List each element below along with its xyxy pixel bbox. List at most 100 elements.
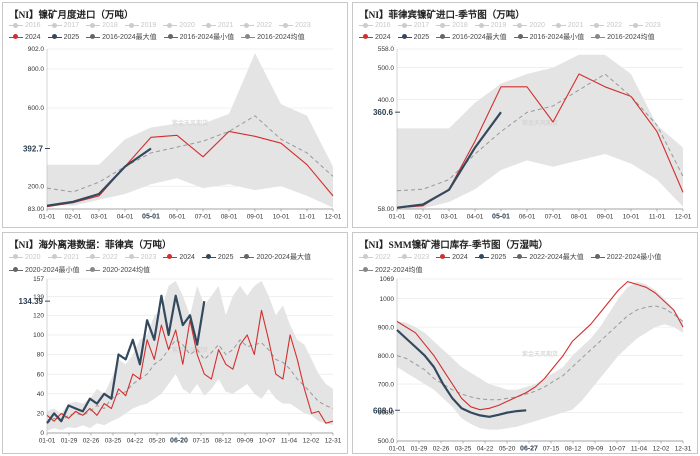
legend-item[interactable]: 2025 bbox=[397, 34, 429, 41]
legend-item[interactable]: 2020-2024均值 bbox=[86, 265, 150, 275]
legend-item[interactable]: 2016-2024最小值 bbox=[163, 32, 234, 42]
y-tick-label: 80 bbox=[37, 352, 45, 359]
series-line-2024 bbox=[46, 309, 334, 424]
legend-item[interactable]: 2020 bbox=[513, 22, 545, 29]
legend-item[interactable]: 2017 bbox=[47, 22, 79, 29]
y-tick-label: 40 bbox=[37, 391, 45, 398]
legend-item[interactable]: 2018 bbox=[436, 22, 468, 29]
legend-item[interactable]: 2024 bbox=[436, 254, 468, 261]
x-tick-label: 11-01 bbox=[649, 214, 666, 221]
legend-item[interactable]: 2020-2024最小值 bbox=[9, 265, 79, 275]
legend-label: 2020 bbox=[25, 253, 41, 261]
legend-item[interactable]: 2016 bbox=[359, 22, 391, 29]
legend-item[interactable]: 2023 bbox=[629, 22, 661, 29]
x-tick-label: 02-26 bbox=[83, 438, 100, 445]
legend-swatch-icon bbox=[513, 254, 528, 261]
series-line-2024 bbox=[396, 281, 684, 411]
legend-item[interactable]: 2019 bbox=[474, 22, 507, 29]
legend-item[interactable]: 2020 bbox=[163, 22, 195, 29]
chart-title: 【NI】菲律宾镍矿进口-季节图（万吨） bbox=[359, 11, 525, 21]
legend-item[interactable]: 2024 bbox=[359, 34, 391, 41]
x-tick-label: 03-01 bbox=[441, 214, 458, 221]
legend-item[interactable]: 2021 bbox=[551, 22, 583, 29]
x-tick-label: 10-07 bbox=[609, 446, 626, 453]
legend-item[interactable]: 2018 bbox=[86, 22, 118, 29]
x-tick-label: 12-31 bbox=[675, 446, 692, 453]
legend-item[interactable]: 2023 bbox=[397, 254, 429, 261]
legend-item[interactable]: 2024 bbox=[163, 254, 195, 261]
legend-label: 2016-2024最小值 bbox=[529, 34, 585, 41]
watermark-text: 紫金天风期货 bbox=[172, 346, 208, 354]
legend-item[interactable]: 2022 bbox=[86, 254, 118, 261]
legend-item[interactable]: 2022-2024均值 bbox=[359, 265, 422, 275]
watermark-text: 紫金天风期货 bbox=[522, 119, 558, 127]
legend-swatch-icon bbox=[436, 34, 451, 41]
legend-label: 2025 bbox=[63, 33, 80, 41]
legend-item[interactable]: 2025 bbox=[201, 254, 233, 261]
chart-panel-philippines-departures: 【NI】海外离港数据：菲律宾（万吨） 2020 2021 2022 2023 2024 2… bbox=[2, 232, 348, 454]
legend-swatch-icon bbox=[397, 254, 412, 261]
y-tick-label: 60 bbox=[37, 371, 45, 378]
legend-swatch-icon bbox=[474, 22, 489, 29]
legend-item[interactable]: 2021 bbox=[201, 22, 233, 29]
x-tick-label: 07-01 bbox=[545, 214, 562, 221]
legend-swatch-icon bbox=[359, 22, 373, 29]
legend-item[interactable]: 2024 bbox=[9, 34, 41, 41]
legend-swatch-icon bbox=[9, 22, 23, 29]
legend-item[interactable]: 2023 bbox=[124, 254, 156, 261]
legend-item[interactable]: 2022-2024最大值 bbox=[513, 252, 584, 262]
y-tick-label: 83.00 bbox=[28, 206, 45, 213]
legend-item[interactable]: 2022 bbox=[359, 254, 391, 261]
legend-swatch-icon bbox=[513, 22, 528, 29]
latest-value-label: 608.0 bbox=[373, 406, 394, 415]
x-tick-label: 09-01 bbox=[247, 214, 264, 221]
series-line-average bbox=[396, 73, 684, 192]
legend-swatch-icon bbox=[359, 267, 373, 274]
legend-item[interactable]: 2025 bbox=[474, 254, 506, 261]
legend-label: 2016-2024最大值 bbox=[452, 34, 507, 41]
legend-item[interactable]: 2016-2024最大值 bbox=[436, 32, 507, 42]
legend-label: 2023 bbox=[295, 22, 311, 29]
legend-swatch-icon bbox=[86, 34, 101, 41]
legend-swatch-icon bbox=[241, 34, 256, 41]
legend-item[interactable]: 2017 bbox=[397, 22, 429, 29]
legend-item[interactable]: 2016-2024均值 bbox=[241, 32, 305, 42]
legend-swatch-icon bbox=[47, 22, 62, 29]
range-band bbox=[47, 53, 333, 208]
x-tick-label: 12-02 bbox=[653, 446, 670, 453]
legend-item[interactable]: 2016-2024最小值 bbox=[513, 32, 585, 42]
legend-item[interactable]: 2022-2024最小值 bbox=[590, 252, 662, 262]
legend-item[interactable]: 2016-2024最大值 bbox=[86, 32, 157, 42]
legend-label: 2022-2024均值 bbox=[375, 267, 423, 274]
series-line-2024 bbox=[46, 130, 334, 208]
legend-swatch-icon bbox=[9, 267, 23, 274]
legend-item[interactable]: 2019 bbox=[124, 22, 156, 29]
x-tick-label: 01-29 bbox=[411, 446, 428, 453]
legend-item[interactable]: 2020 bbox=[9, 254, 41, 261]
x-tick-label: 12-31 bbox=[325, 438, 342, 445]
x-tick-label: 04-01 bbox=[467, 214, 484, 221]
legend-item[interactable]: 2022 bbox=[240, 22, 272, 29]
x-tick-label: 05-01 bbox=[492, 214, 510, 221]
y-tick-label: 0 bbox=[40, 430, 44, 437]
legend-item[interactable]: 2022 bbox=[590, 22, 622, 29]
legend-label: 2019 bbox=[490, 22, 507, 29]
chart-legend: 2016 2017 2018 2019 2020 2021 2022 2023 2024 2025… bbox=[9, 22, 343, 42]
legend-swatch-icon bbox=[9, 34, 23, 41]
legend-item[interactable]: 2016 bbox=[9, 22, 41, 29]
chart-panel-philippines-import-seasonal: 【NI】菲律宾镍矿进口-季节图（万吨） 2016 2017 2018 2019 2020… bbox=[352, 2, 698, 228]
legend-item[interactable]: 2021 bbox=[47, 254, 79, 261]
legend-swatch-icon bbox=[551, 22, 566, 29]
legend-item[interactable]: 2025 bbox=[47, 33, 80, 41]
x-tick-label: 02-01 bbox=[415, 214, 432, 221]
legend-item[interactable]: 2016-2024均值 bbox=[591, 32, 655, 42]
legend-label: 2022-2024最小值 bbox=[606, 254, 662, 261]
legend-item[interactable]: 2020-2024最大值 bbox=[240, 252, 311, 262]
x-tick-label: 05-01 bbox=[142, 214, 160, 221]
x-tick-label: 01-01 bbox=[39, 214, 56, 221]
legend-item[interactable]: 2023 bbox=[279, 22, 311, 29]
series-line-2025 bbox=[46, 147, 152, 207]
x-tick-label: 08-12 bbox=[565, 446, 582, 453]
legend-swatch-icon bbox=[163, 254, 178, 261]
legend-label: 2016 bbox=[375, 22, 391, 29]
